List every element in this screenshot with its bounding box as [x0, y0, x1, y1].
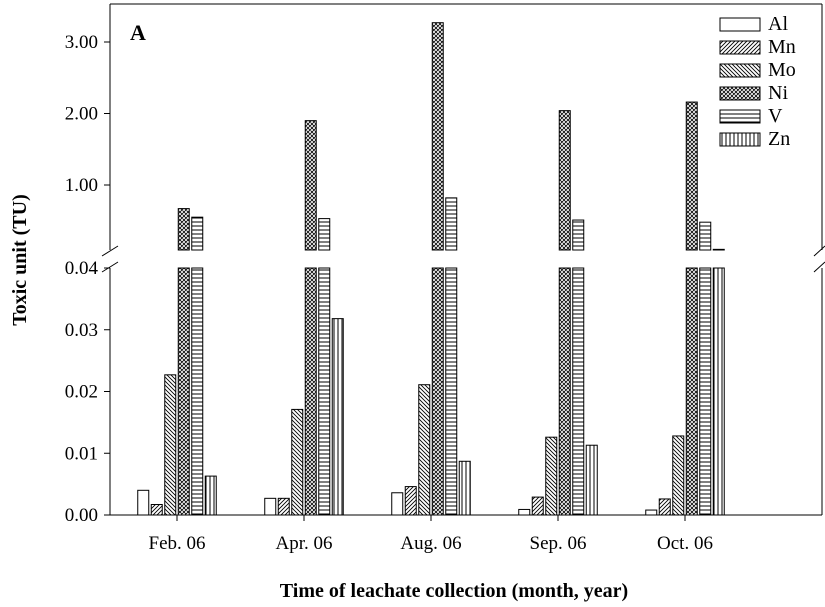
y-tick-label: 0.04 — [65, 258, 99, 279]
axis-break-mark-right-high — [813, 245, 825, 257]
bar-ni-3-lower — [558, 267, 571, 516]
y-tick-label: 0.00 — [65, 505, 98, 526]
y-tick-label: 0.02 — [65, 382, 98, 403]
bar-mn-1 — [277, 497, 290, 516]
legend-label-al: Al — [768, 13, 788, 35]
bar-ni-3-upper — [558, 110, 571, 251]
bar-mo-0 — [164, 374, 177, 516]
bar-mn-3 — [531, 496, 544, 516]
panel-label: A — [130, 20, 146, 45]
bar-v-0-lower — [191, 267, 204, 516]
legend-swatch-ni — [719, 86, 761, 101]
axis-break-mark-left-low — [101, 261, 119, 273]
x-tick-label: Feb. 06 — [149, 533, 206, 554]
y-tick-label: 1.00 — [65, 175, 98, 196]
bar-mn-0 — [150, 504, 163, 516]
legend-swatch-v — [719, 109, 761, 124]
x-tick-label: Sep. 06 — [530, 533, 587, 554]
bar-ni-2-upper — [431, 22, 444, 251]
x-tick-label: Apr. 06 — [276, 533, 333, 554]
bar-zn-2 — [458, 460, 471, 516]
bar-ni-4-upper — [685, 101, 698, 251]
legend-label-v: V — [768, 105, 783, 127]
bar-ni-0-upper — [177, 208, 190, 251]
bar-mn-4 — [658, 498, 671, 516]
bar-v-2-lower — [445, 267, 458, 516]
bar-v-3-upper — [572, 219, 585, 251]
bar-ni-0-lower — [177, 267, 190, 516]
y-tick-label: 3.00 — [65, 32, 98, 53]
legend-swatch-mn — [719, 40, 761, 55]
bar-ni-4-lower — [685, 267, 698, 516]
bar-zn-3 — [585, 444, 598, 516]
x-tick-label: Aug. 06 — [400, 533, 461, 554]
bar-mo-4 — [672, 435, 685, 516]
bar-al-1 — [264, 497, 277, 516]
legend-label-zn: Zn — [768, 128, 790, 150]
bar-mo-3 — [545, 436, 558, 516]
bar-al-4 — [645, 509, 658, 516]
bar-al-3 — [518, 508, 531, 516]
bar-zn-1 — [331, 318, 344, 516]
bar-v-1-upper — [318, 218, 331, 251]
bar-v-4-upper — [699, 221, 712, 251]
y-axis-label: Toxic unit (TU) — [9, 194, 31, 326]
axis-break-mark-right-low — [813, 261, 825, 273]
legend-label-ni: Ni — [768, 82, 788, 104]
bar-v-4-lower — [699, 267, 712, 516]
bar-zn-0 — [204, 475, 217, 516]
bar-v-2-upper — [445, 197, 458, 251]
y-tick-label: 0.01 — [65, 443, 98, 464]
bar-al-0 — [137, 489, 150, 516]
bar-mn-2 — [404, 486, 417, 516]
bar-ni-1-upper — [304, 120, 317, 251]
x-axis-label: Time of leachate collection (month, year… — [280, 580, 628, 602]
bar-v-3-lower — [572, 267, 585, 516]
bar-mo-2 — [418, 384, 431, 516]
y-tick-label: 0.03 — [65, 320, 98, 341]
bar-al-2 — [391, 492, 404, 516]
legend-swatch-mo — [719, 63, 761, 78]
y-tick-label: 2.00 — [65, 104, 98, 125]
legend-swatch-al — [719, 17, 761, 32]
bar-v-1-lower — [318, 267, 331, 516]
bar-ni-2-lower — [431, 267, 444, 516]
legend-label-mn: Mn — [768, 36, 796, 58]
x-tick-label: Oct. 06 — [657, 533, 713, 554]
bar-v-0-upper — [191, 216, 204, 251]
axis-break-mark-left-high — [101, 245, 119, 257]
legend-label-mo: Mo — [768, 59, 796, 81]
bar-zn-4-upper — [712, 248, 725, 251]
bar-mo-1 — [291, 408, 304, 516]
bar-zn-4-lower — [712, 267, 725, 516]
legend-swatch-zn — [719, 132, 761, 147]
bar-ni-1-lower — [304, 267, 317, 516]
